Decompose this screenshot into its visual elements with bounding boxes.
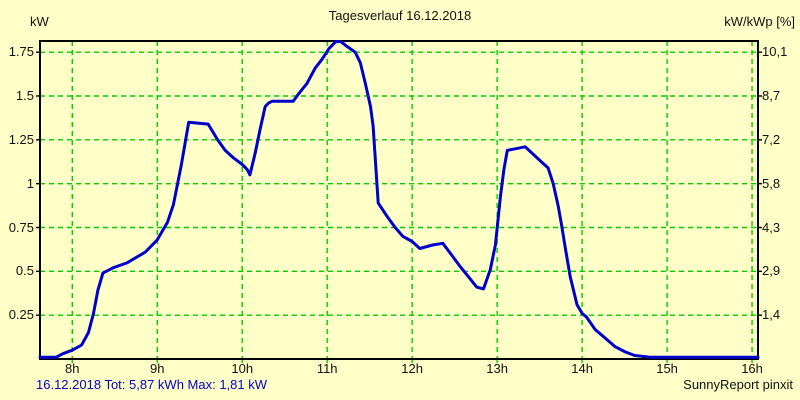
y-tick-label-left: 1.75 xyxy=(8,44,34,60)
y-tick-label-left: 1.25 xyxy=(8,131,34,147)
y-axis-right-title: kW/kWp [%] xyxy=(724,14,795,29)
summary-text: 16.12.2018 Tot: 5,87 kWh Max: 1,81 kW xyxy=(36,377,267,392)
y-tick-label-left: 1 xyxy=(26,175,34,191)
power-curve xyxy=(38,40,760,359)
x-tick-label: 11h xyxy=(316,361,338,376)
y-tick-label-right: 7,2 xyxy=(762,131,781,147)
plot-frame xyxy=(39,40,759,360)
x-tick-label: 15h xyxy=(656,361,678,376)
x-tick-label: 10h xyxy=(231,361,254,376)
credit-text: SunnyReport pinxit xyxy=(683,377,793,392)
x-tick-label: 9h xyxy=(150,361,165,376)
x-tick-label: 13h xyxy=(486,361,508,376)
y-tick-label-left: 0.75 xyxy=(8,219,34,235)
x-tick-label: 14h xyxy=(571,361,593,376)
y-tick-label-right: 2,9 xyxy=(762,263,781,279)
y-tick-label-left: 0.25 xyxy=(8,307,34,323)
y-axis-left-title: kW xyxy=(30,14,49,29)
y-tick-label-right: 1,4 xyxy=(762,307,781,323)
y-tick-label-right: 4,3 xyxy=(762,219,781,235)
x-tick-label: 16h xyxy=(741,361,763,376)
y-tick-label-right: 8,7 xyxy=(762,88,781,103)
y-tick-label-right: 10,1 xyxy=(762,44,788,60)
y-tick-label-right: 5,8 xyxy=(762,175,781,191)
x-tick-label: 8h xyxy=(65,361,80,376)
y-tick-label-left: 0.5 xyxy=(15,263,34,279)
x-tick-label: 12h xyxy=(401,361,423,376)
y-tick-label-left: 1.5 xyxy=(15,88,34,103)
chart-title: Tagesverlauf 16.12.2018 xyxy=(328,8,472,23)
